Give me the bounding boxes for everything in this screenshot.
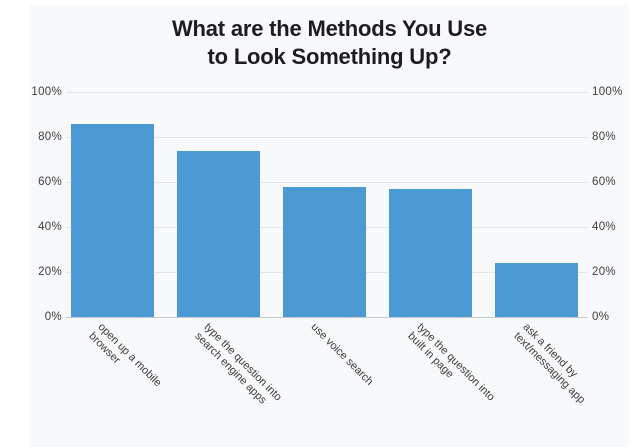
y-tick-label-left: 20% — [38, 266, 62, 278]
y-tick-label-left: 0% — [44, 311, 62, 323]
y-tick-label-right: 20% — [592, 266, 616, 278]
bar — [70, 123, 154, 317]
y-tick-label-right: 80% — [592, 131, 616, 143]
bar — [495, 263, 579, 317]
y-tick-label-left: 60% — [38, 176, 62, 188]
gridline — [66, 181, 588, 183]
y-tick-label-right: 100% — [592, 86, 623, 98]
gridline — [66, 91, 588, 93]
chart-title: What are the Methods You Use to Look Some… — [171, 16, 488, 69]
gridline — [66, 136, 588, 138]
y-tick-label-left: 80% — [38, 131, 62, 143]
bar — [176, 150, 260, 317]
y-tick-label-left: 100% — [31, 86, 62, 98]
bar — [283, 186, 366, 317]
y-tick-label-right: 40% — [592, 221, 616, 233]
bar — [389, 188, 473, 317]
x-axis-baseline — [66, 316, 588, 318]
y-tick-label-left: 40% — [38, 221, 62, 233]
y-tick-label-right: 0% — [592, 311, 610, 323]
y-tick-label-right: 60% — [592, 176, 616, 188]
